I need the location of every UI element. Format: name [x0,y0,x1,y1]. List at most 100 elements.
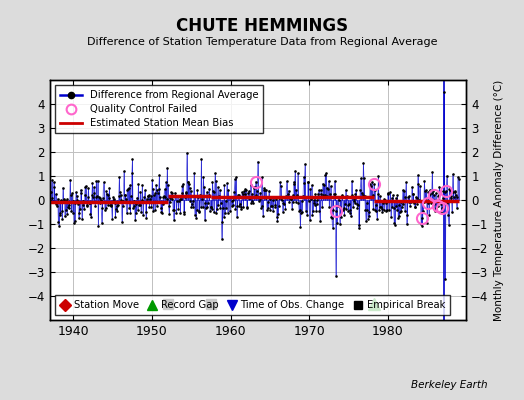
Point [272,196,280,202]
Point [375,207,384,214]
Point [286,196,294,202]
Point [106,202,114,208]
Point [412,194,420,200]
Point [58,208,66,214]
Point [162,179,170,186]
Point [378,206,386,212]
Point [362,218,370,224]
Point [340,205,348,212]
Point [179,209,188,215]
Point [191,192,200,199]
Point [400,188,408,194]
Point [334,194,343,200]
Point [86,210,95,217]
Point [79,202,88,208]
Point [427,200,435,206]
Point [405,198,413,205]
Point [91,202,99,209]
Point [439,194,447,201]
Point [228,198,236,204]
Point [81,184,90,190]
Point [131,216,139,223]
Point [408,190,417,197]
Point [314,191,322,197]
Point [260,185,268,192]
Point [283,191,292,198]
Point [116,192,125,198]
Point [302,194,311,200]
Point [420,199,428,206]
Point [250,184,259,190]
Point [292,198,300,205]
Point [118,219,126,226]
Point [379,207,388,214]
Point [447,193,455,200]
Point [262,194,270,201]
Point [255,198,263,204]
Point [372,208,380,215]
Point [372,202,380,208]
Point [426,190,434,197]
Point [177,196,185,202]
Point [56,212,64,218]
Point [307,196,315,202]
Point [190,170,198,176]
Point [300,174,308,180]
Point [136,188,145,195]
Point [273,218,281,224]
Point [452,205,461,211]
Point [82,203,91,210]
Point [338,192,346,198]
Point [386,198,394,204]
Point [345,210,354,216]
Point [219,205,227,212]
Point [253,188,261,194]
Point [160,193,168,199]
Point [98,205,106,212]
Point [223,180,231,186]
Point [89,193,97,200]
Point [129,205,137,211]
Point [416,198,424,204]
Point [232,174,241,180]
Point [321,192,329,199]
Point [376,204,385,210]
Point [269,197,278,203]
Point [146,196,155,202]
Point [365,212,374,219]
Point [94,223,103,229]
Point [381,197,389,204]
Point [385,206,393,213]
Point [147,204,156,211]
Point [127,193,135,200]
Point [140,194,148,200]
Point [166,199,174,205]
Point [178,182,187,189]
Point [137,209,145,216]
Point [227,194,235,200]
Point [235,192,243,198]
Point [218,218,226,225]
Point [223,210,232,216]
Point [209,188,217,194]
Point [322,170,330,176]
Point [198,196,206,202]
Point [93,178,102,184]
Point [181,194,189,201]
Point [454,174,462,180]
Point [214,202,223,208]
Point [288,206,296,212]
Point [418,215,426,221]
Point [348,204,357,210]
Point [67,192,75,198]
Point [263,207,271,213]
Text: Berkeley Earth: Berkeley Earth [411,380,487,390]
Point [228,202,237,208]
Point [374,191,382,197]
Point [317,190,325,197]
Point [97,220,106,226]
Point [318,204,326,210]
Point [168,189,176,196]
Point [123,187,132,193]
Point [256,196,264,202]
